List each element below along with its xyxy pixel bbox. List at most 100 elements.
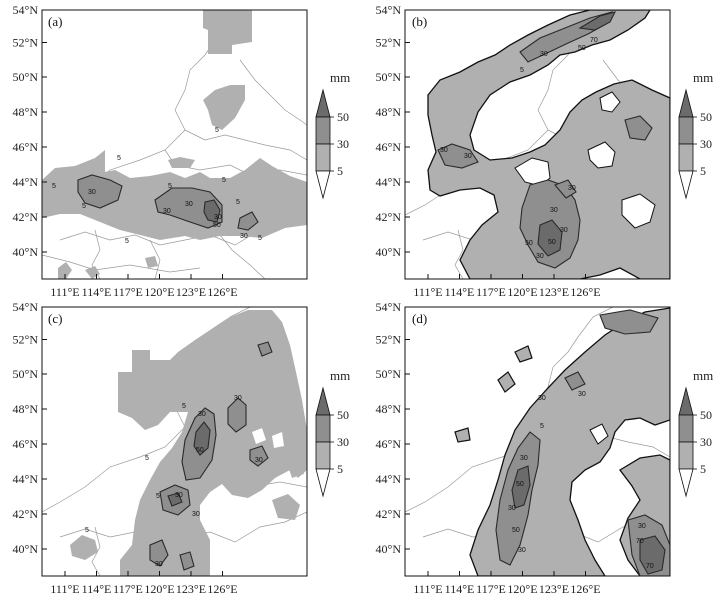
lon-tick-label: 117°E: [113, 582, 143, 596]
colorbar-level-label: 30: [700, 137, 712, 151]
colorbar-unit: mm: [693, 368, 713, 383]
rain-area-30mm: [624, 115, 653, 141]
rain-area-5mm: [514, 345, 533, 363]
panel-b: 70 50 30 5 30 30 30 30 50 50 30 30 (b): [404, 9, 671, 280]
lon-tick-label: 123°E: [539, 285, 569, 299]
panel-b-label: (b): [412, 14, 427, 29]
rain-area-30mm: [554, 179, 577, 199]
contour-label: 30: [163, 208, 171, 215]
lat-tick-label: 48°N: [13, 105, 39, 119]
lon-tick-label: 117°E: [476, 582, 506, 596]
rain-area-50mm: [203, 199, 221, 223]
border-line: [91, 526, 101, 576]
rain-area-30mm: [237, 211, 259, 231]
rain-area-30mm: [257, 341, 273, 357]
lon-tick-label: 126°E: [207, 285, 237, 299]
lat-tick-label: 54°N: [13, 3, 39, 17]
rain-free-area: [621, 193, 656, 229]
rain-area-5mm: [168, 157, 195, 168]
colorbar: mm 50 30 5: [315, 70, 350, 200]
lon-tick-label: 120°E: [507, 285, 537, 299]
lat-tick-label: 44°N: [376, 472, 402, 486]
panel-b-map: 70 50 30 5 30 30 30 30 50 50 30 30: [405, 10, 670, 279]
colorbar: mm 50 30 5: [315, 368, 350, 498]
contour-label: 30: [560, 227, 568, 234]
contour-labels: 70 50 30 5 30 30 30 30 50 50 30 30: [440, 37, 598, 260]
lon-tick-label: 123°E: [539, 582, 569, 596]
contour-labels: 5 5 5 5 5 5 5 30 30 30 50 30 30 5 5: [52, 127, 262, 245]
colorbar-segment: [315, 88, 331, 118]
colorbar-level-label: 30: [700, 435, 712, 449]
colorbar-unit: mm: [693, 70, 713, 85]
contour-label: 5: [258, 235, 262, 242]
lon-tick-label: 123°E: [176, 582, 206, 596]
rain-area-30mm: [564, 371, 586, 391]
panel-c: 5 30 30 50 5 30 30 30 5 30 5 (c): [41, 306, 308, 577]
contour-label: 5: [540, 423, 544, 430]
lat-tick-label: 40°N: [376, 542, 402, 556]
rain-free-area: [599, 91, 621, 113]
rain-area-50mm: [167, 492, 183, 507]
colorbar: mm 50 30 5: [678, 70, 713, 200]
lon-tick-label: 126°E: [570, 582, 600, 596]
lon-tick-label: 126°E: [570, 285, 600, 299]
contour-label: 50: [578, 45, 586, 52]
rain-area-30mm: [179, 551, 195, 571]
colorbar-segment: [678, 143, 694, 172]
lon-tick-label: 111°E: [50, 285, 79, 299]
lon-tick-label: 111°E: [413, 582, 442, 596]
contour-label: 5: [145, 455, 149, 462]
contour-label: 30: [185, 201, 193, 208]
colorbar-segment: [678, 170, 694, 200]
lat-tick-label: 46°N: [376, 140, 402, 154]
rain-area-50mm: [578, 11, 617, 31]
lat-tick-label: 42°N: [376, 507, 402, 521]
border-line: [239, 59, 307, 126]
contour-label: 50: [512, 527, 520, 534]
colorbar-unit: mm: [330, 70, 350, 85]
lat-tick-label: 42°N: [13, 210, 39, 224]
panel-b-frame: [404, 9, 671, 280]
contour-label: 30: [240, 233, 248, 240]
contour-label: 30: [464, 153, 472, 160]
contour-label: 30: [255, 457, 263, 464]
panel-d-label: (d): [412, 311, 427, 326]
lon-tick-label: 117°E: [476, 285, 506, 299]
lon-tick-label: 114°E: [445, 285, 475, 299]
contour-label: 30: [540, 51, 548, 58]
colorbar-level-label: 30: [337, 435, 349, 449]
contour-label: 5: [182, 403, 186, 410]
lat-tick-label: 50°N: [376, 367, 402, 381]
contour-label: 50: [196, 447, 204, 454]
colorbar-level-label: 50: [337, 408, 349, 422]
colorbar-segment: [315, 143, 331, 172]
contour-label: 5: [85, 527, 89, 534]
rain-area-30mm: [77, 174, 123, 209]
contour-label: 30: [440, 147, 448, 154]
lon-tick-label: 114°E: [82, 285, 112, 299]
lat-tick-label: 44°N: [376, 175, 402, 189]
lat-tick-label: 46°N: [13, 140, 39, 154]
border-line: [42, 254, 201, 273]
lon-tick-label: 120°E: [507, 582, 537, 596]
panel-c-frame: [41, 306, 308, 577]
rain-area-5mm: [58, 262, 72, 279]
lat-tick-label: 54°N: [376, 300, 402, 314]
contour-label: 30: [155, 561, 163, 568]
lat-tick-label: 54°N: [13, 300, 39, 314]
lon-tick-label: 114°E: [445, 582, 475, 596]
lat-tick-label: 40°N: [13, 245, 39, 259]
rain-area-5mm: [454, 427, 471, 443]
panel-d-map: 5 30 30 50 30 50 30 30 70 70 30: [405, 307, 670, 576]
panel-a-frame: [41, 9, 308, 280]
rain-area-30mm: [149, 539, 169, 567]
lon-tick-label: 111°E: [413, 285, 442, 299]
lon-tick-label: 111°E: [50, 582, 79, 596]
contour-label: 30: [568, 185, 576, 192]
colorbar-segment: [678, 468, 694, 498]
lon-tick-label: 120°E: [144, 285, 174, 299]
rain-area-30mm: [599, 309, 659, 335]
rain-area-30mm: [154, 187, 223, 229]
